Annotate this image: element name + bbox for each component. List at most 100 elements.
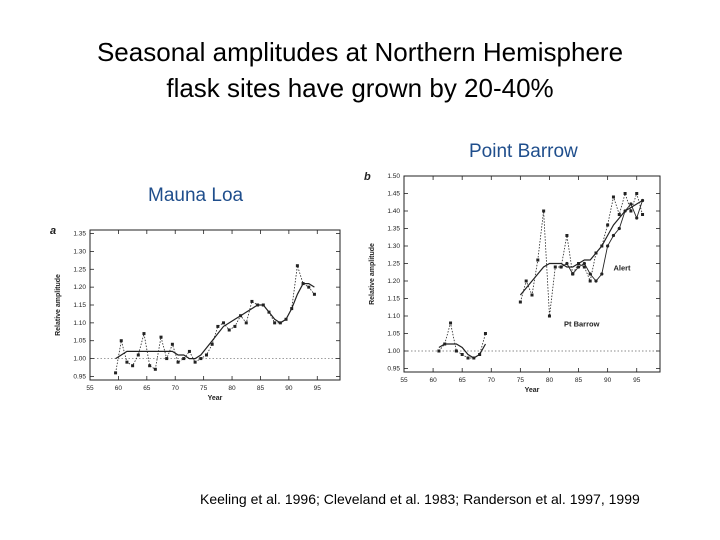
data-point xyxy=(518,300,522,304)
x-tick-label: 75 xyxy=(200,385,208,392)
data-point xyxy=(216,324,220,328)
data-point xyxy=(233,324,237,328)
data-point xyxy=(165,357,169,361)
data-point xyxy=(170,342,174,346)
y-tick-label: 1.25 xyxy=(73,266,86,273)
x-tick-label: 95 xyxy=(633,377,641,384)
data-point xyxy=(483,332,487,335)
y-tick-label: 1.05 xyxy=(73,338,86,345)
data-point xyxy=(629,202,633,206)
y-tick-label: 1.00 xyxy=(73,356,86,363)
data-point xyxy=(559,265,563,269)
data-point xyxy=(204,353,208,357)
plot-frame xyxy=(403,175,661,373)
y-tick-label: 1.30 xyxy=(73,248,86,255)
data-point xyxy=(582,265,586,269)
data-point xyxy=(617,213,621,216)
y-tick-label: 1.20 xyxy=(73,284,86,291)
x-tick-label: 55 xyxy=(400,377,408,384)
plot-frame xyxy=(89,229,341,381)
y-tick-label: 1.15 xyxy=(73,302,86,309)
data-point xyxy=(119,339,123,343)
y-tick-label: 1.10 xyxy=(387,313,400,320)
panel-letter: a xyxy=(50,225,56,237)
data-point xyxy=(547,314,551,318)
y-axis-label: Relative amplitude xyxy=(55,274,62,336)
y-tick-label: 1.35 xyxy=(387,226,400,233)
data-point xyxy=(460,353,464,356)
y-tick-label: 1.05 xyxy=(387,331,400,338)
data-point xyxy=(437,349,441,353)
data-point xyxy=(617,226,621,231)
data-point xyxy=(571,272,575,276)
x-tick-label: 65 xyxy=(143,385,151,392)
x-tick-label: 60 xyxy=(429,377,437,384)
data-point xyxy=(594,279,598,283)
annotation-label: Pt Barrow xyxy=(564,320,600,329)
slide-title: Seasonal amplitudes at Northern Hemisphe… xyxy=(40,34,680,106)
data-point xyxy=(611,195,615,199)
x-tick-label: 70 xyxy=(488,377,496,384)
data-point xyxy=(142,332,146,336)
x-tick-label: 90 xyxy=(604,377,612,384)
data-point xyxy=(530,293,534,297)
y-tick-label: 1.35 xyxy=(73,231,86,238)
series-line-2 xyxy=(519,199,643,296)
y-tick-label: 1.20 xyxy=(387,278,400,285)
data-point xyxy=(524,279,528,283)
data-point xyxy=(635,216,639,220)
series-line-2 xyxy=(438,343,487,359)
citation: Keeling et al. 1996; Cleveland et al. 19… xyxy=(200,491,640,507)
data-point xyxy=(153,367,157,371)
data-point xyxy=(114,371,118,375)
data-point xyxy=(635,192,639,195)
y-tick-label: 1.00 xyxy=(387,348,400,355)
data-point xyxy=(273,321,277,325)
y-tick-label: 0.95 xyxy=(387,366,400,373)
data-point xyxy=(244,321,248,325)
data-point xyxy=(222,321,226,325)
y-tick-label: 1.15 xyxy=(387,296,400,303)
data-point xyxy=(312,292,316,296)
data-point xyxy=(536,258,540,262)
x-tick-label: 95 xyxy=(314,385,322,392)
series-line-1 xyxy=(115,283,315,360)
x-tick-label: 80 xyxy=(228,385,236,392)
y-tick-label: 1.30 xyxy=(387,243,400,250)
data-point xyxy=(131,364,135,368)
series-line-0 xyxy=(520,192,643,317)
data-point xyxy=(611,233,616,238)
point-barrow-label: Point Barrow xyxy=(469,141,578,162)
y-tick-label: 0.95 xyxy=(73,373,86,380)
data-point xyxy=(600,272,604,276)
slide-title-line-2: flask sites have grown by 20-40% xyxy=(166,73,554,103)
x-axis-label: Year xyxy=(208,395,223,402)
y-tick-label: 1.45 xyxy=(387,191,400,198)
data-point xyxy=(588,279,592,283)
slide-title-line-1: Seasonal amplitudes at Northern Hemisphe… xyxy=(96,37,624,67)
data-point xyxy=(454,349,458,353)
data-point xyxy=(227,328,231,332)
y-tick-label: 1.50 xyxy=(387,173,400,180)
data-point xyxy=(576,265,581,269)
data-point xyxy=(606,223,610,227)
x-tick-label: 85 xyxy=(257,385,265,392)
data-point xyxy=(641,213,645,216)
data-point xyxy=(125,360,129,364)
annotation-label: Alert xyxy=(613,264,631,273)
data-point xyxy=(623,192,627,195)
mauna-loa-chart: 55 60 65 70 75 80 85 90 95 0.95 1.00 1.05 1.10 1.15 1.… xyxy=(50,225,341,402)
data-point xyxy=(588,272,592,276)
data-point xyxy=(210,342,214,346)
data-point xyxy=(159,335,163,339)
x-axis-label: Year xyxy=(525,387,540,394)
data-point xyxy=(148,364,152,368)
y-tick-label: 1.25 xyxy=(387,261,400,268)
data-point xyxy=(136,353,140,357)
data-point xyxy=(565,234,569,237)
x-tick-label: 70 xyxy=(172,385,180,392)
data-point xyxy=(542,209,546,213)
x-tick-label: 60 xyxy=(115,385,123,392)
data-point xyxy=(449,321,453,325)
data-point xyxy=(193,360,197,364)
